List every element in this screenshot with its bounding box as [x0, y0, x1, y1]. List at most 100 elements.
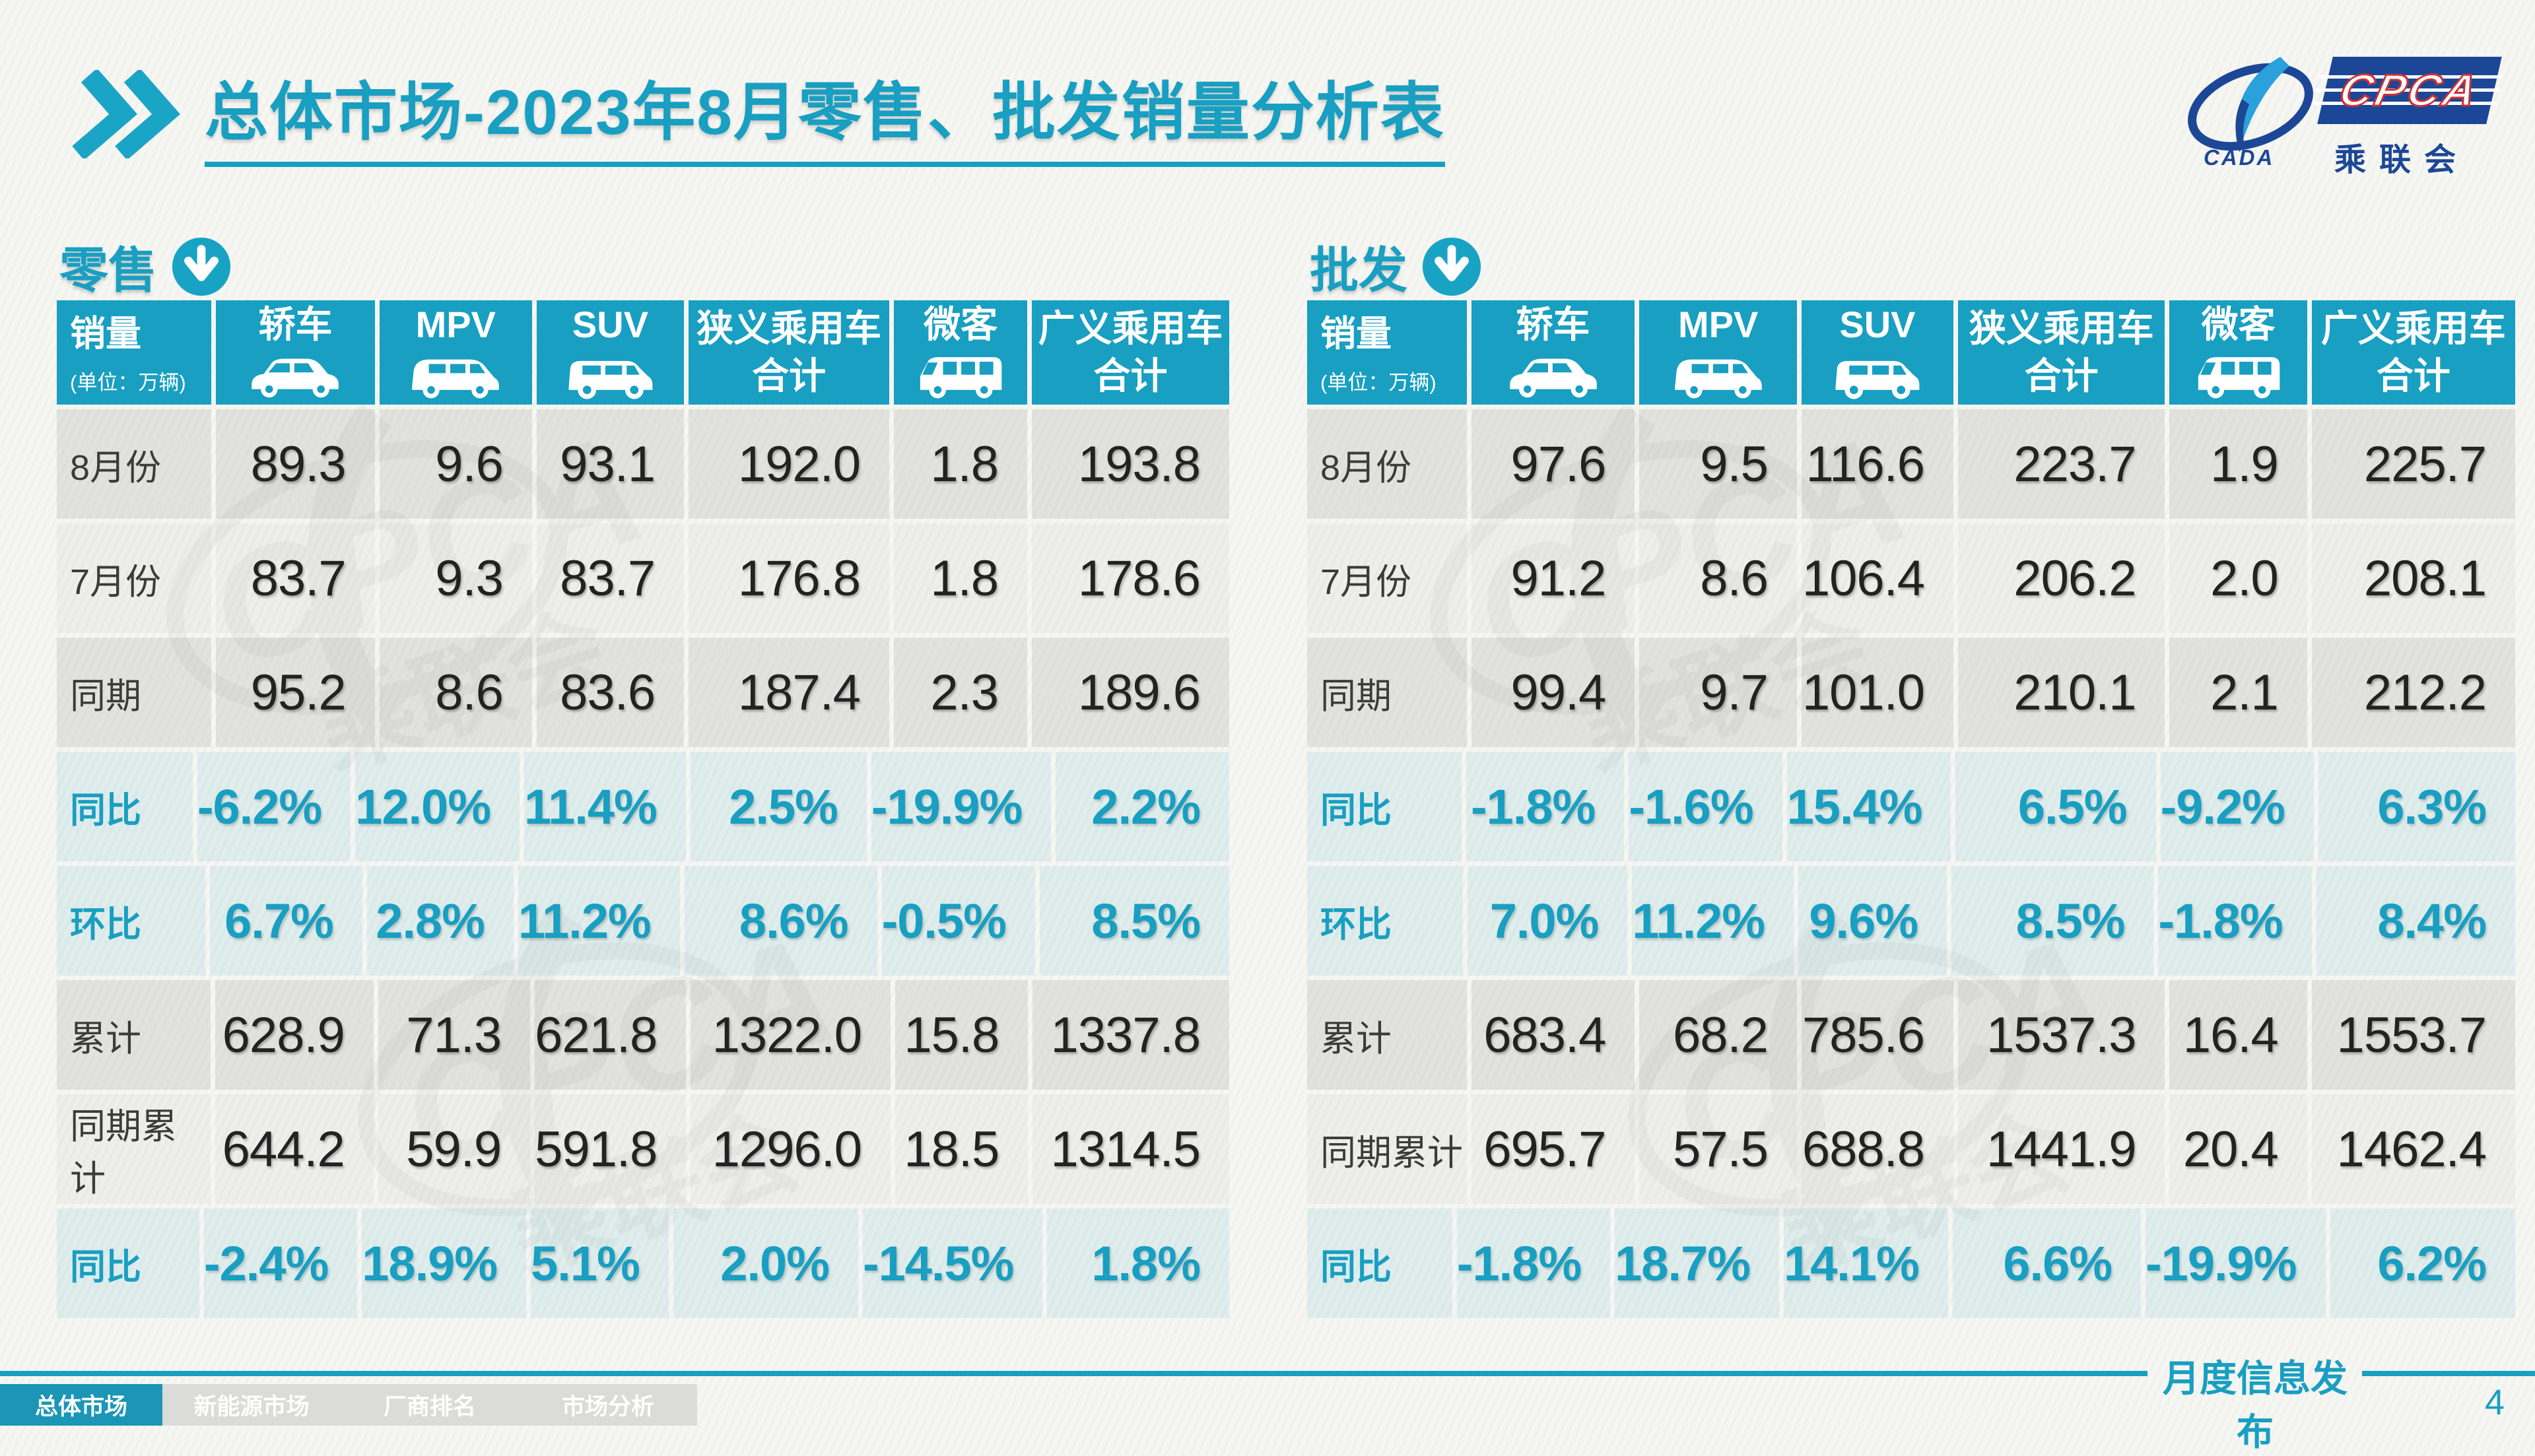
value-cell: -14.5% — [862, 1208, 1043, 1318]
cpca-text: CPCA — [2334, 65, 2485, 117]
row-label: 同比 — [1307, 1208, 1452, 1318]
column-header-sales: 销量 (单位：万辆) — [1307, 300, 1467, 405]
row-label: 环比 — [57, 866, 205, 976]
row-label: 同期 — [1307, 638, 1467, 747]
retail-table-body: 8月份 89.3 9.6 93.1 192.0 1.8 193.8 7月份 83… — [57, 409, 1229, 1318]
column-header-mpv: MPV — [379, 300, 532, 405]
minibus-icon — [2198, 357, 2280, 399]
row-label: 同比 — [1307, 752, 1462, 861]
value-cell: 192.0 — [689, 409, 890, 519]
sedan-icon — [1509, 358, 1597, 398]
row-label: 8月份 — [1307, 409, 1467, 519]
value-cell: 212.2 — [2311, 638, 2515, 747]
value-cell: 2.0 — [2169, 523, 2307, 633]
value-cell: 1.9 — [2169, 409, 2307, 519]
column-header-sedan: 轿车 — [1471, 300, 1635, 405]
value-cell: 2.0% — [673, 1208, 858, 1318]
value-cell: 14.1% — [1783, 1208, 1948, 1318]
value-cell: 2.2% — [1056, 752, 1229, 861]
value-cell: 6.6% — [1952, 1208, 2142, 1318]
mpv-icon — [412, 359, 500, 399]
value-cell: 68.2 — [1639, 980, 1797, 1090]
association-name: 乘联会 — [2334, 143, 2470, 178]
value-cell: 187.4 — [689, 638, 890, 747]
column-header-suv: SUV — [536, 300, 685, 405]
value-cell: 683.4 — [1471, 980, 1635, 1090]
wholesale-section-label: 批发 — [1310, 243, 1407, 298]
value-cell: 621.8 — [535, 980, 687, 1090]
value-cell: 8.4% — [2316, 866, 2515, 976]
value-cell: 8.6 — [379, 638, 532, 747]
tab-manufacturer-ranking[interactable]: 厂商排名 — [383, 1394, 476, 1420]
value-cell: -2.4% — [203, 1208, 358, 1318]
value-cell: 59.9 — [378, 1094, 531, 1204]
footer-divider-line — [0, 1371, 2147, 1376]
sedan-icon — [252, 358, 339, 398]
minibus-icon — [920, 357, 1002, 399]
value-cell: 91.2 — [1471, 523, 1635, 633]
row-label: 7月份 — [57, 523, 212, 633]
value-cell: 6.5% — [1955, 752, 2156, 861]
row-label: 同比 — [57, 752, 193, 861]
circle-down-arrow-icon — [172, 237, 231, 296]
value-cell: -1.8% — [1456, 1208, 1611, 1318]
value-cell: 12.0% — [355, 752, 520, 861]
value-cell: 2.3 — [894, 638, 1028, 747]
value-cell: 83.7 — [536, 523, 685, 633]
value-cell: 106.4 — [1801, 523, 1954, 633]
wholesale-table-body: 8月份 97.6 9.5 116.6 223.7 1.9 225.7 7月份 9… — [1307, 409, 2515, 1318]
row-label: 同期 — [57, 638, 212, 747]
value-cell: 1296.0 — [691, 1094, 891, 1204]
cpca-banner: CPCA — [2311, 57, 2503, 124]
value-cell: 1.8 — [894, 409, 1028, 519]
value-cell: 11.2% — [518, 866, 680, 976]
value-cell: 1441.9 — [1958, 1094, 2165, 1204]
row-label: 累计 — [57, 980, 211, 1090]
value-cell: 644.2 — [215, 1094, 374, 1204]
value-cell: 116.6 — [1801, 409, 1954, 519]
value-cell: 628.9 — [215, 980, 374, 1090]
tab-market-analysis[interactable]: 市场分析 — [561, 1394, 654, 1420]
value-cell: 11.4% — [524, 752, 686, 861]
column-header-narrow-pv-total: 狭义乘用车 合计 — [1958, 300, 2165, 405]
value-cell: 1314.5 — [1032, 1094, 1229, 1204]
value-cell: 5.1% — [531, 1208, 669, 1318]
value-cell: 8.5% — [1039, 866, 1229, 976]
retail-header-row: 销量 (单位：万辆) 轿车 MPV SUV 狭义乘用车 合计 微客 广义乘用车 … — [57, 300, 1229, 405]
double-chevron-icon — [72, 69, 180, 158]
mpv-icon — [1674, 359, 1762, 399]
wholesale-table: 销量 (单位：万辆) 轿车 MPV SUV 狭义乘用车 合计 微客 广义乘用车 … — [1307, 300, 2515, 1323]
value-cell: 225.7 — [2311, 409, 2515, 519]
value-cell: 1322.0 — [691, 980, 891, 1090]
tab-overall-market[interactable]: 总体市场 — [0, 1384, 162, 1426]
value-cell: 71.3 — [378, 980, 531, 1090]
value-cell: 8.6 — [1639, 523, 1797, 633]
value-cell: -19.9% — [2146, 1208, 2326, 1318]
column-header-minibus: 微客 — [894, 300, 1028, 405]
column-header-broad-pv-total: 广义乘用车 合计 — [1032, 300, 1229, 405]
value-cell: 18.9% — [362, 1208, 527, 1318]
value-cell: 688.8 — [1801, 1094, 1954, 1204]
column-header-mpv: MPV — [1639, 300, 1797, 405]
value-cell: 8.6% — [684, 866, 877, 976]
row-label: 同期累计 — [57, 1094, 211, 1204]
value-cell: 15.4% — [1786, 752, 1951, 861]
value-cell: 18.7% — [1615, 1208, 1779, 1318]
circle-down-arrow-icon — [1422, 237, 1481, 296]
row-label: 累计 — [1307, 980, 1467, 1090]
value-cell: 2.5% — [690, 752, 867, 861]
column-header-narrow-pv-total: 狭义乘用车 合计 — [689, 300, 890, 405]
column-header-broad-pv-total: 广义乘用车 合计 — [2311, 300, 2515, 405]
value-cell: -0.5% — [881, 866, 1035, 976]
value-cell: 193.8 — [1032, 409, 1229, 519]
value-cell: 785.6 — [1801, 980, 1954, 1090]
page-title: 总体市场-2023年8月零售、批发销量分析表 — [205, 61, 1445, 167]
cada-text: CADA — [2204, 145, 2275, 170]
tab-nev-market[interactable]: 新能源市场 — [193, 1394, 310, 1420]
value-cell: 83.7 — [216, 523, 375, 633]
row-label: 7月份 — [1307, 523, 1467, 633]
value-cell: 9.6 — [379, 409, 532, 519]
suv-icon — [568, 361, 652, 399]
value-cell: 57.5 — [1639, 1094, 1797, 1204]
cada-emblem-icon — [2188, 57, 2313, 152]
